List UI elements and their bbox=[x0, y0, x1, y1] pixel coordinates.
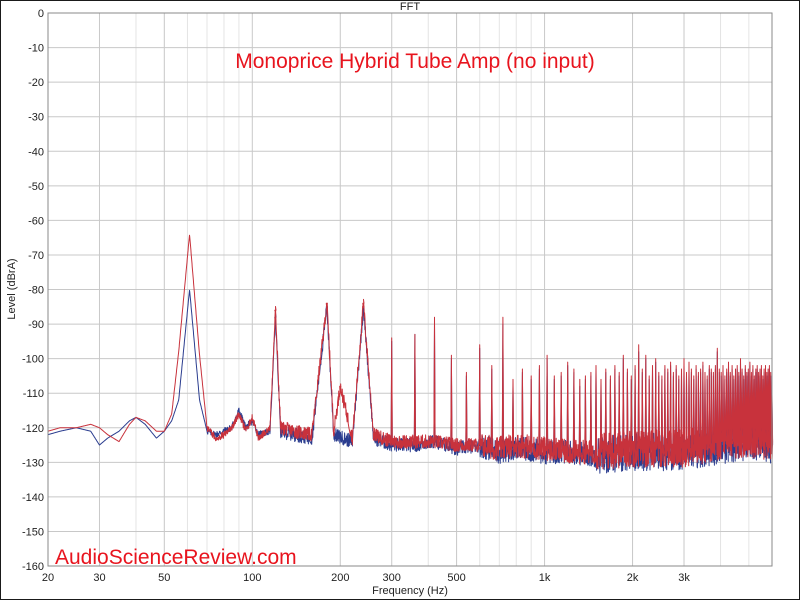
x-tick-label: 200 bbox=[331, 572, 349, 584]
x-tick-label: 300 bbox=[383, 572, 401, 584]
y-tick-label: -160 bbox=[22, 561, 44, 573]
series-line-2 bbox=[47, 234, 774, 470]
y-tick-label: -30 bbox=[28, 112, 44, 124]
x-axis-ticks: 20 30 50 100 200 300 500 1k 2k 3k bbox=[42, 572, 690, 584]
x-tick-label: 2k bbox=[627, 572, 639, 584]
x-tick-label: 30 bbox=[93, 572, 105, 584]
x-tick-label: 3k bbox=[678, 572, 690, 584]
y-tick-label: -70 bbox=[28, 250, 44, 262]
x-tick-label: 1k bbox=[539, 572, 551, 584]
y-tick-label: -150 bbox=[22, 526, 44, 538]
y-tick-label: -80 bbox=[28, 285, 44, 297]
x-tick-label: 500 bbox=[447, 572, 465, 584]
chart-title: FFT bbox=[400, 1, 420, 13]
y-tick-label: -40 bbox=[28, 146, 44, 158]
series-group bbox=[47, 234, 774, 474]
y-tick-label: 0 bbox=[38, 8, 44, 20]
x-axis-title: Frequency (Hz) bbox=[372, 585, 448, 597]
y-tick-label: -100 bbox=[22, 354, 44, 366]
y-tick-label: -90 bbox=[28, 319, 44, 331]
y-tick-label: -20 bbox=[28, 77, 44, 89]
y-tick-label: -140 bbox=[22, 492, 44, 504]
y-tick-label: -130 bbox=[22, 457, 44, 469]
y-tick-label: -110 bbox=[23, 388, 44, 400]
plot-area bbox=[47, 12, 773, 567]
y-axis-title: Level (dBrA) bbox=[6, 258, 18, 319]
y-tick-label: -50 bbox=[28, 181, 44, 193]
y-tick-label: -60 bbox=[28, 215, 44, 227]
y-axis-ticks: 0 -10 -20 -30 -40 -50 -60 -70 -80 -90 -100 -110 -120… bbox=[22, 8, 44, 573]
chart-annotation: Monoprice Hybrid Tube Amp (no input) bbox=[235, 50, 595, 73]
grid bbox=[47, 12, 773, 567]
y-tick-label: -10 bbox=[28, 43, 44, 55]
watermark-text: AudioScienceReview.com bbox=[55, 546, 297, 569]
x-tick-label: 100 bbox=[243, 572, 261, 584]
x-tick-label: 50 bbox=[158, 572, 170, 584]
y-tick-label: -120 bbox=[22, 423, 44, 435]
x-tick-label: 20 bbox=[42, 572, 54, 584]
